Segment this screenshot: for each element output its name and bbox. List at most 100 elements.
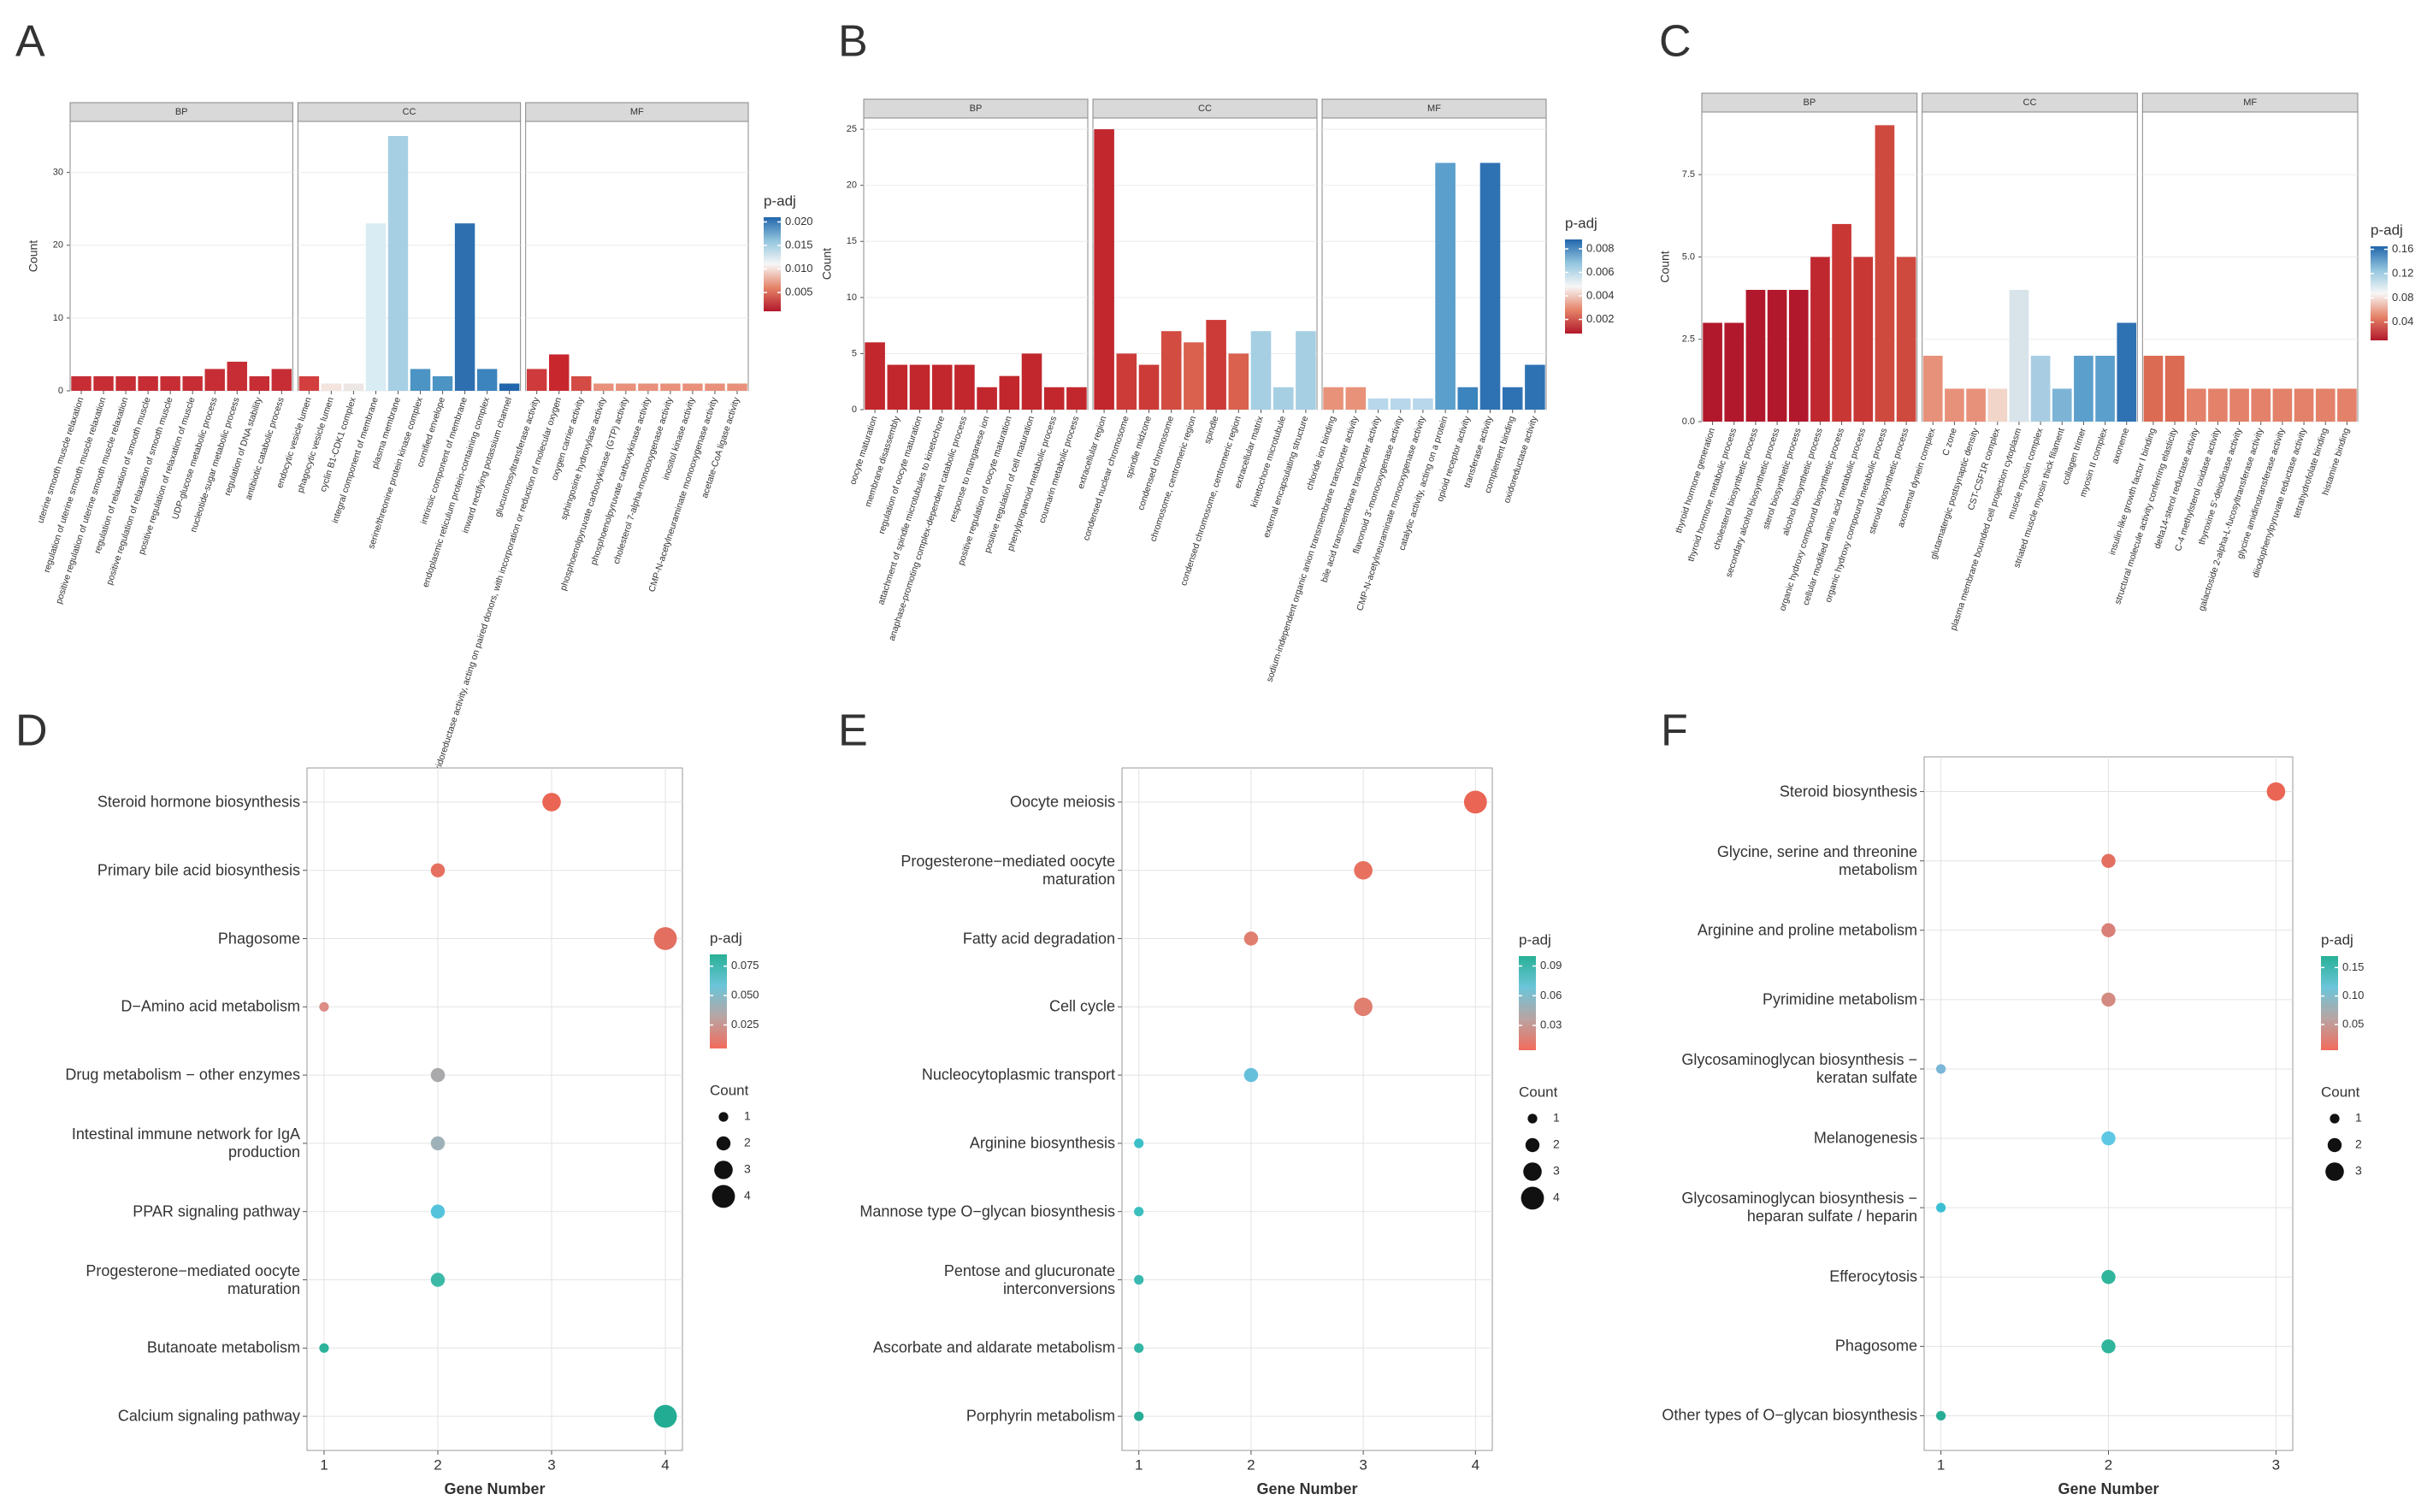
bar — [682, 383, 703, 391]
bar — [343, 383, 364, 391]
colorbar-tick-label: 0.005 — [785, 285, 813, 298]
y-axis-title: Count — [820, 248, 834, 280]
y-tick-label: Arginine biosynthesis — [969, 1134, 1115, 1152]
bar — [432, 375, 453, 391]
colorbar-tick-label: 0.08 — [2392, 291, 2413, 304]
bar — [2315, 388, 2336, 422]
x-tick-label: 1 — [1937, 1456, 1945, 1473]
bar — [499, 383, 520, 391]
colorbar-tick-label: 0.002 — [1586, 312, 1615, 325]
bar — [1296, 331, 1316, 410]
panel-letter: A — [15, 17, 45, 67]
colorbar-tick-label: 0.16 — [2392, 242, 2413, 255]
y-tick-label: Progesterone−mediated oocyte maturation — [86, 1261, 300, 1297]
legend-label: 1 — [1553, 1111, 1560, 1125]
legend-dot — [1521, 1186, 1544, 1210]
y-tick-label: Oocyte meiosis — [1009, 793, 1115, 811]
y-tick-label: Intestinal immune network for IgA produc… — [71, 1125, 300, 1161]
bar — [2095, 355, 2115, 422]
bar — [1390, 398, 1411, 410]
dot — [542, 793, 561, 812]
y-tick-label: 20 — [847, 180, 857, 191]
facet-label: MF — [1427, 103, 1441, 114]
y-tick-label: Nucleocytoplasmic transport — [921, 1066, 1115, 1084]
y-tick-label: 0.0 — [1682, 416, 1695, 427]
y-tick-label: Arginine and proline metabolism — [1697, 921, 1917, 939]
colorbar-tick-label: 0.04 — [2392, 315, 2413, 328]
facet-label: MF — [2243, 97, 2257, 108]
bar — [2186, 388, 2206, 422]
dot — [430, 1136, 446, 1151]
bar — [727, 383, 747, 391]
facet-strip — [525, 102, 749, 122]
bar — [2074, 355, 2093, 422]
bar — [1832, 223, 1851, 422]
y-tick-label: Phagosome — [1834, 1337, 1917, 1355]
facet-panel — [69, 121, 293, 392]
bar — [454, 223, 475, 391]
colorbar-tick-label: 0.10 — [2342, 989, 2364, 1001]
colorbar-tick-label: 0.050 — [731, 989, 759, 1001]
x-tick-label: axoneme — [2110, 427, 2131, 465]
y-tick-label: 30 — [53, 168, 63, 178]
x-tick-label: 2 — [2105, 1456, 2112, 1473]
facet-panel — [1321, 117, 1547, 410]
colorbar — [1519, 956, 1536, 1050]
y-tick-label: D−Amino acid metabolism — [121, 997, 300, 1015]
colorbar-tick-label: 0.03 — [1540, 1018, 1562, 1031]
facet-strip — [1701, 92, 1918, 113]
y-axis-title: Count — [1658, 251, 1672, 282]
dot — [2101, 1339, 2116, 1354]
y-tick-label: 5 — [852, 348, 857, 358]
bar — [1987, 388, 2008, 422]
bar — [138, 375, 158, 391]
bar — [865, 342, 885, 410]
bar — [2251, 388, 2271, 422]
legend-label: 2 — [1553, 1137, 1560, 1151]
bar — [93, 375, 114, 391]
bar — [2009, 289, 2029, 422]
colorbar-tick-label: 0.06 — [1540, 989, 1562, 1001]
bar — [160, 375, 180, 391]
y-tick-label: 10 — [53, 313, 63, 323]
y-tick-label: Glycosaminoglycan biosynthesis − heparan… — [1681, 1190, 1917, 1226]
dot — [2101, 923, 2116, 937]
y-tick-label: Phagosome — [217, 930, 300, 947]
bar — [204, 369, 225, 391]
bar — [249, 375, 269, 391]
x-tick-label: spindle — [1202, 415, 1221, 446]
dot — [1243, 931, 1259, 946]
colorbar — [2371, 246, 2388, 340]
dot — [319, 1001, 329, 1012]
legend-title: p-adj — [1519, 931, 1551, 948]
bar — [1435, 162, 1456, 410]
bar — [1745, 289, 1766, 422]
bar — [638, 383, 658, 391]
facet-label: CC — [2023, 97, 2037, 108]
bar — [1875, 125, 1895, 422]
dot — [1354, 860, 1373, 880]
bar — [660, 383, 681, 391]
x-tick-label: 4 — [1472, 1456, 1479, 1473]
dot — [653, 1404, 677, 1428]
x-axis-title: Gene Number — [444, 1480, 545, 1497]
bar — [227, 361, 247, 391]
legend-title: p-adj — [2371, 221, 2403, 238]
legend-label: 3 — [744, 1162, 751, 1176]
legend-dot — [2330, 1113, 2340, 1124]
legend-label: 3 — [1553, 1164, 1560, 1178]
facet-label: CC — [403, 107, 416, 117]
bar — [977, 387, 997, 410]
dot — [1935, 1410, 1946, 1421]
x-tick-label: 3 — [1359, 1456, 1367, 1473]
dot — [1354, 997, 1373, 1017]
y-tick-label: Steroid hormone biosynthesis — [97, 793, 300, 811]
legend-title: Count — [1519, 1084, 1558, 1100]
x-axis-title: Gene Number — [2058, 1480, 2158, 1497]
bar — [1703, 322, 1722, 422]
legend-label: 3 — [2355, 1164, 2362, 1178]
dot — [319, 1343, 329, 1353]
dot — [430, 1204, 446, 1219]
